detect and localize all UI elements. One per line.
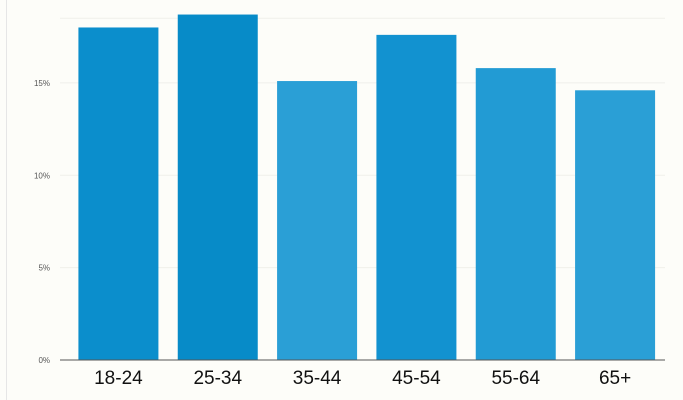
bar: [277, 81, 358, 361]
gridlines: [60, 17, 665, 269]
y-tick-label: 0%: [38, 356, 50, 365]
y-tick-label: 10%: [34, 171, 50, 180]
bars: [78, 14, 656, 361]
panel-left-border: [6, 0, 7, 400]
y-tick-label: 5%: [38, 264, 50, 273]
bar: [177, 14, 258, 360]
x-category-label: 18-24: [94, 368, 143, 389]
x-category-label: 65+: [599, 368, 631, 389]
x-axis-labels: 18-24 25-34 35-44 45-54 55-64 65+: [94, 368, 631, 389]
bar: [376, 34, 457, 360]
y-tick-label: 15%: [34, 79, 50, 88]
x-category-label: 45-54: [392, 368, 441, 389]
bar: [575, 90, 656, 360]
x-category-label: 55-64: [491, 368, 540, 389]
y-axis-ticks: 0% 5% 10% 15%: [34, 79, 50, 365]
x-category-label: 25-34: [193, 368, 242, 389]
bar: [78, 27, 159, 360]
bar: [475, 68, 556, 361]
x-category-label: 35-44: [293, 368, 342, 389]
